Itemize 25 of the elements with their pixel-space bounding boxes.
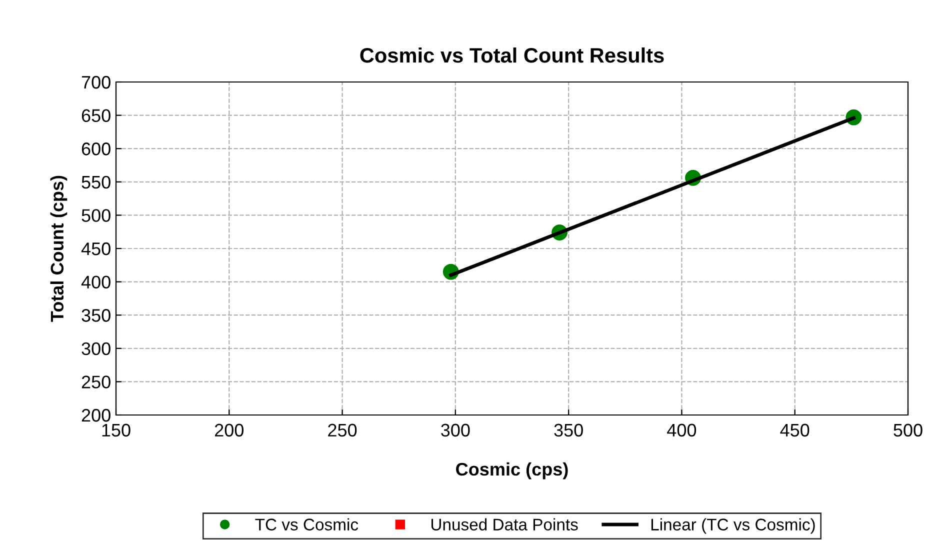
chart-title: Cosmic vs Total Count Results [360,47,664,63]
x-tick-label: 450 [780,424,810,437]
y-tick-label: 700 [82,76,110,89]
y-tick-label: 350 [82,309,110,322]
y-tick-label: 650 [82,109,110,122]
x-tick-label: 400 [667,424,696,437]
x-tick-label: 250 [328,424,357,437]
legend-label: TC vs Cosmic [255,518,358,530]
x-tick-label: 150 [102,424,130,437]
legend-label: Unused Data Points [431,518,578,530]
y-tick-label: 500 [82,209,110,222]
y-tick-label: 450 [81,242,110,256]
x-tick-label: 350 [554,424,583,437]
y-tick-label: 550 [82,176,110,189]
x-tick-label: 300 [441,424,470,437]
legend-label: Linear (TC vs Cosmic) [651,518,815,534]
y-tick-label: 400 [81,276,110,289]
x-axis-title: Cosmic (cps) [456,462,568,480]
y-axis-title: Total Count (cps) [50,176,68,322]
y-tick-label: 300 [82,342,110,356]
y-tick-label: 600 [82,142,110,156]
y-tick-label: 200 [82,408,110,422]
x-tick-label: 200 [214,424,244,437]
x-tick-label: 500 [894,424,922,437]
y-tick-label: 250 [82,376,110,388]
